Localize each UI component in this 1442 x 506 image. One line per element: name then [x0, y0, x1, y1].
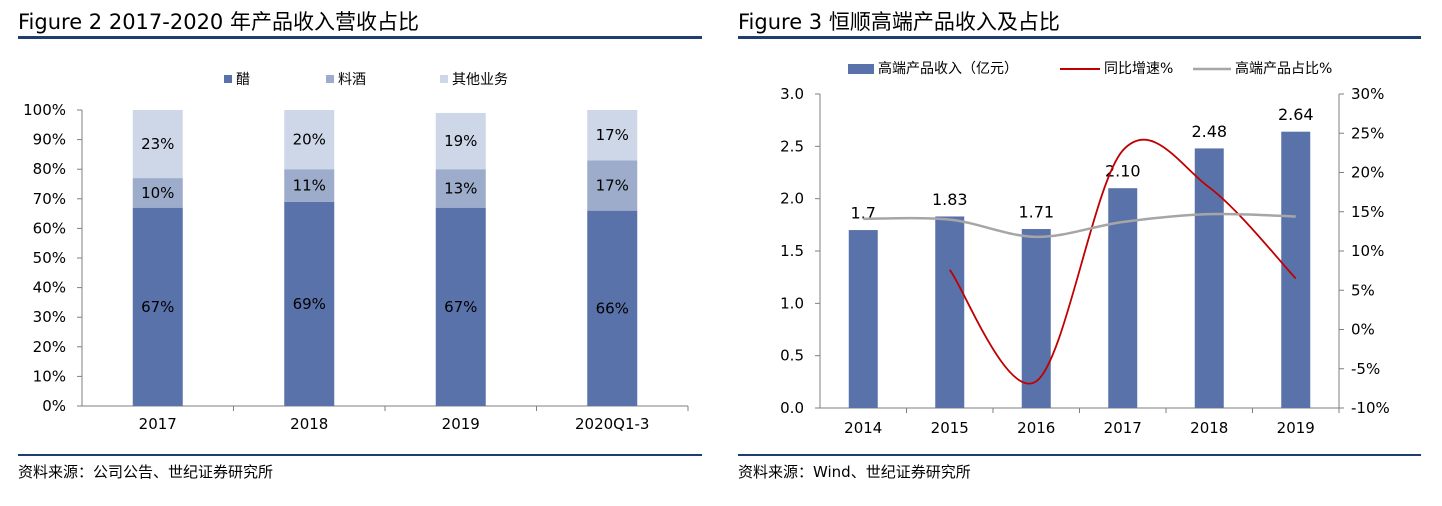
- legend-swatch-bar: [848, 64, 874, 74]
- data-label: 19%: [444, 132, 477, 150]
- y-right-tick-label: 20%: [1351, 164, 1384, 182]
- y-left-tick-label: 2.0: [780, 190, 804, 208]
- bar-segment-其他业务: [435, 112, 486, 170]
- x-tick-label: 2018: [290, 415, 328, 433]
- figure-2-chart: 0% 10% 20% 30% 40% 50% 60% 70% 80% 90% 100% 67% 10% 2…: [23, 72, 689, 433]
- y-right-tick-label: 0%: [1351, 321, 1375, 339]
- revenue-bar: [1281, 131, 1311, 408]
- figure-2-title: Figure 2 2017-2020 年产品收入营收占比: [18, 10, 419, 34]
- legend-label: 高端产品收入（亿元）: [878, 60, 1018, 77]
- figure-3-chart: 0.0 0.5 1.0 1.5 2.0 2.5 3.0 -10% -5% 0% 5% 10% 15% 20…: [780, 60, 1390, 437]
- revenue-bar: [1021, 229, 1051, 408]
- revenue-bar: [1194, 148, 1224, 408]
- figure-2-source: 资料来源：公司公告、世纪证券研究所: [18, 463, 274, 481]
- legend-label: 醋: [236, 72, 250, 88]
- data-label: 69%: [293, 295, 326, 313]
- y-tick-label: 90%: [33, 131, 66, 149]
- x-tick-label: 2019: [1277, 419, 1315, 437]
- bar-segment-醋: [587, 210, 638, 406]
- y-tick-label: 100%: [23, 101, 66, 119]
- data-label: 13%: [444, 179, 477, 197]
- y-right-tick-label: -10%: [1351, 399, 1390, 417]
- bar-segment-醋: [132, 207, 183, 406]
- line-同比增速%: [949, 138, 1297, 385]
- x-tick-label: 2020Q1-3: [575, 415, 649, 433]
- revenue-bar: [1108, 188, 1138, 408]
- bar-segment-料酒: [587, 160, 638, 211]
- y-tick-label: 10%: [33, 367, 66, 385]
- x-tick-label: 2018: [1190, 419, 1228, 437]
- data-label: 66%: [596, 299, 629, 317]
- figure-3-bottom-rule: [738, 454, 1421, 456]
- bar-value-label: 2.64: [1278, 105, 1314, 124]
- bar-segment-料酒: [284, 169, 335, 202]
- legend-swatch: [326, 75, 334, 83]
- y-tick-label: 70%: [33, 190, 66, 208]
- y-right-tick-label: 15%: [1351, 203, 1384, 221]
- y-left-tick-label: 0.0: [780, 399, 804, 417]
- legend-label: 高端产品占比%: [1235, 60, 1332, 77]
- data-label: 11%: [293, 176, 326, 194]
- y-right-tick-label: 30%: [1351, 85, 1384, 103]
- data-label: 67%: [444, 298, 477, 316]
- x-tick-label: 2014: [844, 419, 882, 437]
- bar-segment-其他业务: [587, 110, 638, 161]
- line-高端产品占比%: [863, 212, 1296, 239]
- x-tick-label: 2017: [1104, 419, 1142, 437]
- data-label: 17%: [596, 126, 629, 144]
- revenue-bar: [848, 230, 878, 408]
- y-right-tick-label: 5%: [1351, 281, 1375, 299]
- bar-segment-醋: [284, 201, 335, 406]
- legend-label: 同比增速%: [1104, 61, 1173, 77]
- x-tick-label: 2016: [1017, 419, 1055, 437]
- bar-value-label: 2.48: [1191, 122, 1227, 141]
- figure-3-title: Figure 3 恒顺高端产品收入及占比: [738, 10, 1060, 34]
- legend-swatch: [224, 75, 232, 83]
- legend-label: 其他业务: [452, 72, 508, 88]
- legend-label: 料酒: [338, 72, 366, 88]
- y-left-tick-label: 0.5: [780, 347, 804, 365]
- y-tick-label: 60%: [33, 219, 66, 237]
- bar-segment-醋: [435, 207, 486, 406]
- figure-2-bottom-rule: [18, 454, 702, 456]
- figure-2-top-rule: [18, 36, 702, 39]
- y-tick-label: 30%: [33, 308, 66, 326]
- data-label: 23%: [141, 135, 174, 153]
- figure-2-panel: Figure 2 2017-2020 年产品收入营收占比 0% 10% 20% 30%…: [18, 0, 702, 506]
- y-right-tick-label: 10%: [1351, 242, 1384, 260]
- data-label: 20%: [293, 131, 326, 149]
- y-tick-label: 80%: [33, 160, 66, 178]
- figure-3-top-rule: [738, 36, 1421, 39]
- legend-swatch: [440, 75, 448, 83]
- data-label: 10%: [141, 184, 174, 202]
- bar-segment-料酒: [435, 169, 486, 208]
- figure-3-source: 资料来源：Wind、世纪证券研究所: [738, 463, 971, 481]
- bar-segment-其他业务: [132, 110, 183, 179]
- revenue-bar: [935, 216, 965, 408]
- bar-segment-其他业务: [284, 110, 335, 170]
- data-label: 67%: [141, 298, 174, 316]
- y-left-tick-label: 1.0: [780, 294, 804, 312]
- y-left-tick-label: 3.0: [780, 85, 804, 103]
- x-tick-label: 2017: [139, 415, 177, 433]
- y-tick-label: 50%: [33, 249, 66, 267]
- y-right-tick-label: -5%: [1351, 360, 1380, 378]
- y-right-tick-label: 25%: [1351, 124, 1384, 142]
- x-tick-label: 2015: [931, 419, 969, 437]
- y-left-tick-label: 1.5: [780, 242, 804, 260]
- bar-segment-料酒: [132, 178, 183, 208]
- bar-value-label: 1.83: [932, 190, 968, 209]
- y-tick-label: 40%: [33, 279, 66, 297]
- y-tick-label: 20%: [33, 338, 66, 356]
- x-tick-label: 2019: [442, 415, 480, 433]
- figure-3-panel: Figure 3 恒顺高端产品收入及占比 0.0 0.5 1.0 1.5 2.0 2.5 3…: [738, 0, 1421, 506]
- y-tick-label: 0%: [42, 397, 66, 415]
- data-label: 17%: [596, 176, 629, 194]
- bar-value-label: 1.71: [1018, 203, 1054, 222]
- y-left-tick-label: 2.5: [780, 137, 804, 155]
